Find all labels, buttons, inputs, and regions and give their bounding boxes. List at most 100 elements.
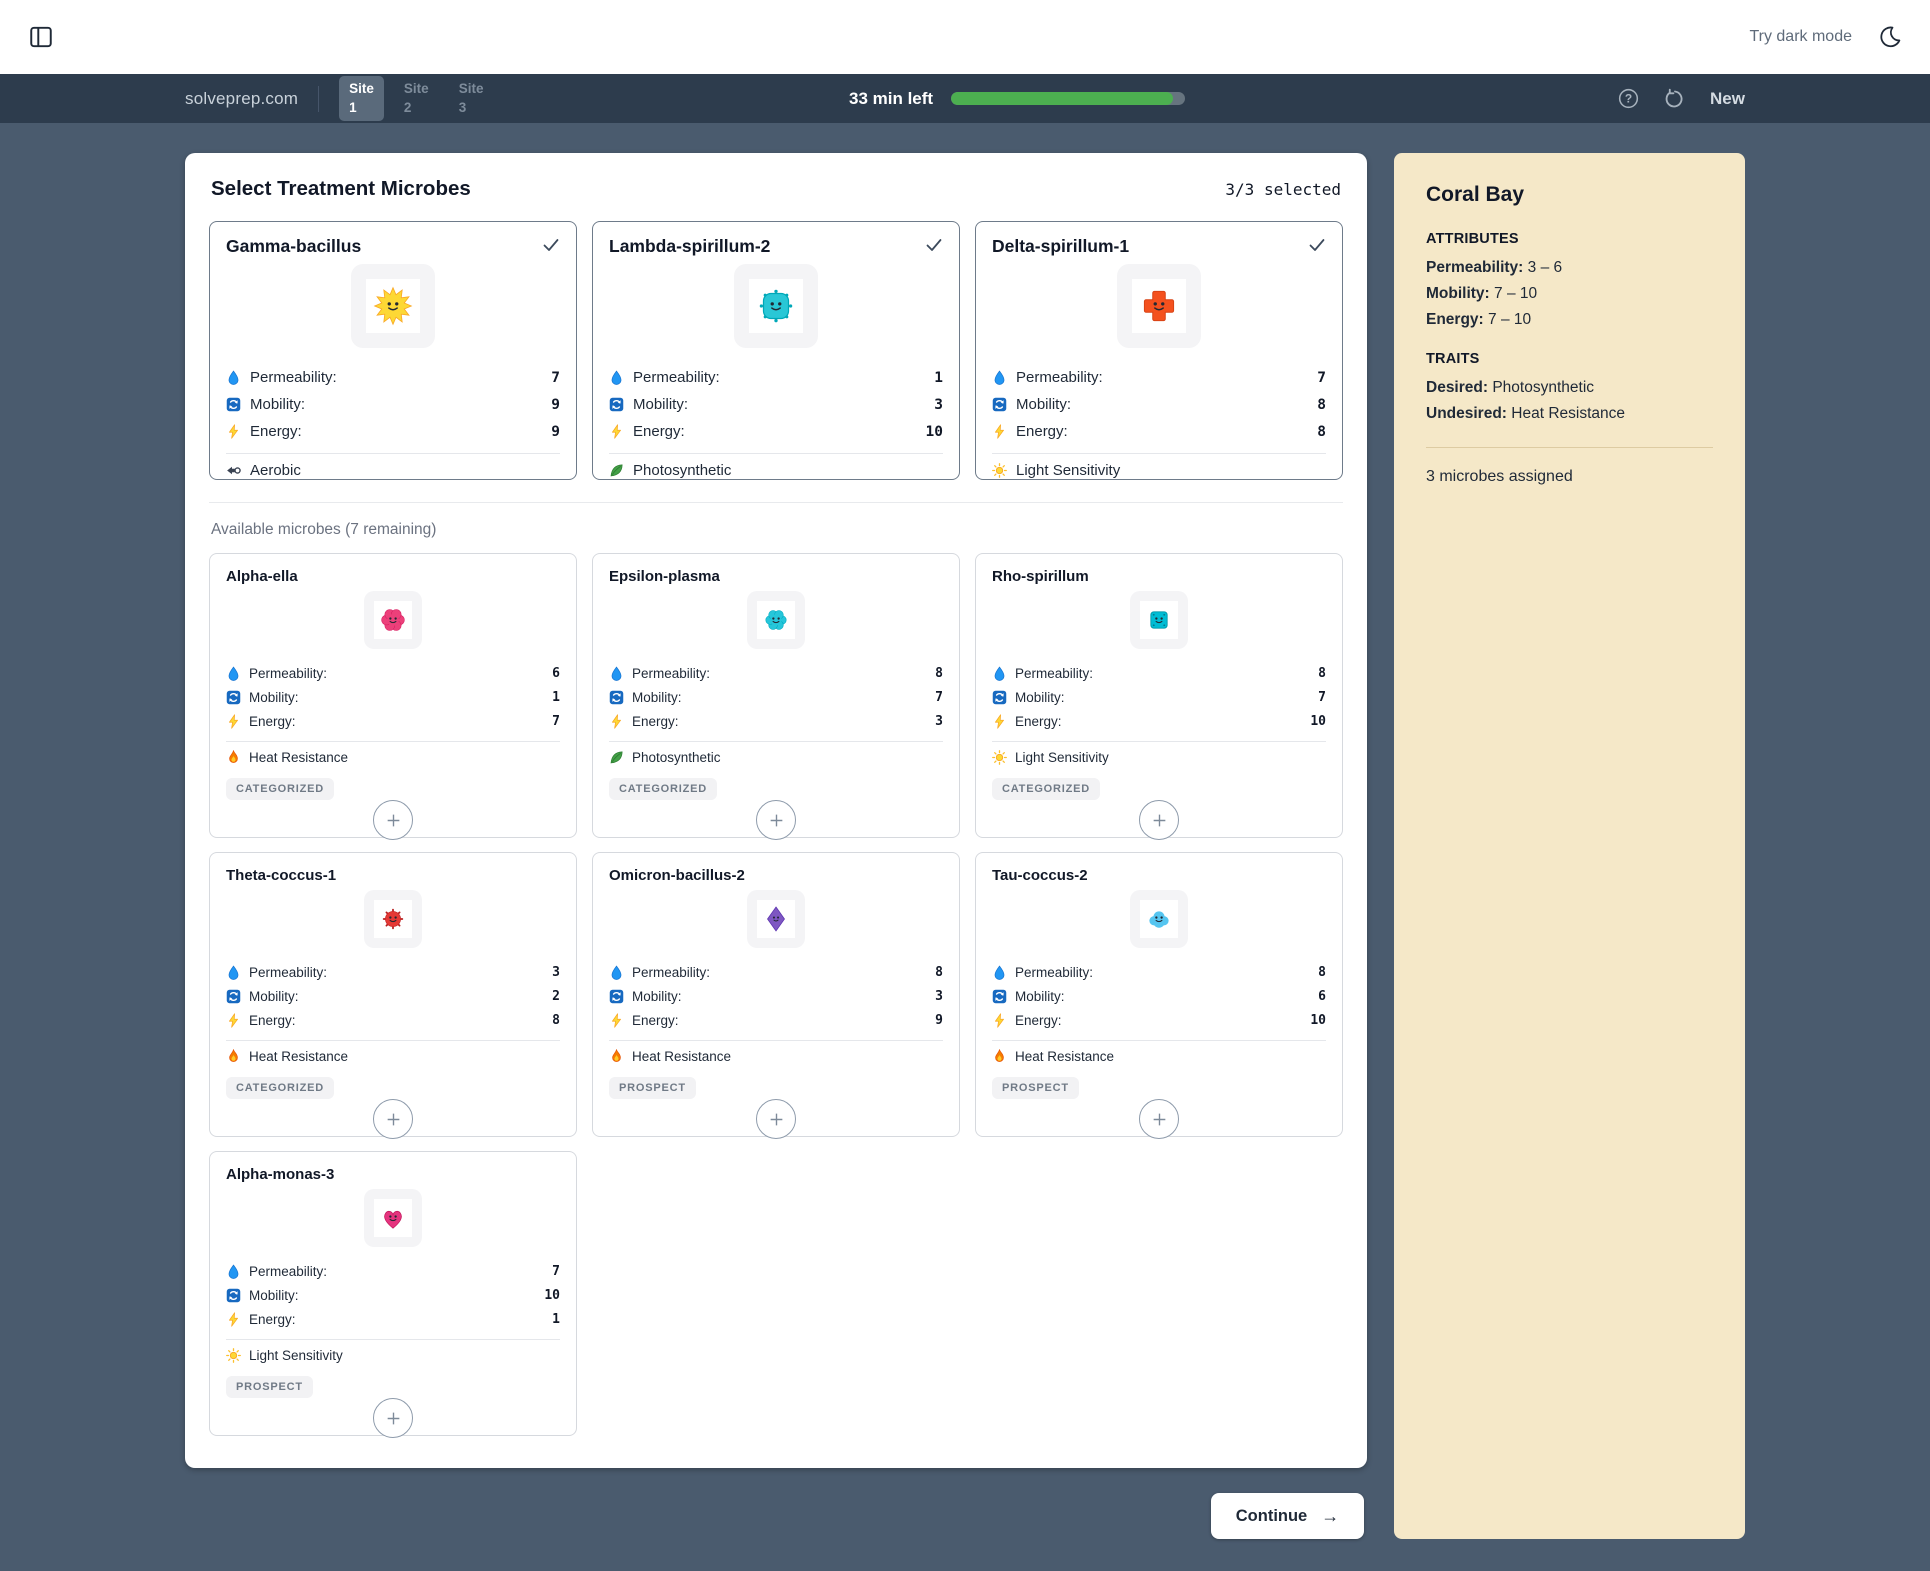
stat-label: Permeability: xyxy=(1015,964,1094,980)
flame-icon xyxy=(992,1049,1007,1064)
plus-row xyxy=(992,800,1326,842)
tab-site-3[interactable]: Site 3 xyxy=(458,81,484,115)
attribute-row-value: 7 – 10 xyxy=(1494,285,1538,302)
check-icon xyxy=(925,236,943,254)
microbe-stats: Permeability: 8 Mobility: 3 Energy: 9 xyxy=(609,960,943,1032)
microbe-card-rho-spirillum: Rho-spirillum Permeability: 8 Mobility: 7 Ene… xyxy=(975,553,1343,840)
trait-row: Light Sensitivity xyxy=(992,462,1326,479)
site-name: Coral Bay xyxy=(1426,183,1525,206)
trait-label: Heat Resistance xyxy=(249,1049,349,1064)
stat-row-permeability: Permeability: 8 xyxy=(609,661,943,685)
tab-site-1[interactable]: Site 1 xyxy=(339,76,384,121)
stat-value: 7 xyxy=(935,689,943,705)
microbe-card-gamma-bacillus[interactable]: Gamma-bacillus Permeability: 7 Mobility: 9 En… xyxy=(209,221,577,480)
stat-value: 7 xyxy=(1317,369,1326,386)
nav-right: ? New xyxy=(1617,87,1745,110)
attribute-row: Permeability: 3 – 6 xyxy=(1426,259,1713,277)
pink-heart-creature-icon xyxy=(374,1199,412,1237)
available-label: Available microbes (7 remaining) xyxy=(211,521,437,538)
brand[interactable]: solveprep.com xyxy=(185,88,299,108)
new-button[interactable]: New xyxy=(1710,88,1745,108)
stat-row-permeability: Permeability: 8 xyxy=(609,960,943,984)
microbe-card-header: Delta-spirillum-1 xyxy=(992,236,1326,257)
aerobic-icon xyxy=(226,463,241,478)
microbe-avatar xyxy=(364,890,422,948)
attribute-row-value: 3 – 6 xyxy=(1527,259,1563,276)
stat-row-energy: Energy: 7 xyxy=(226,709,560,733)
stat-value: 8 xyxy=(552,1012,560,1028)
plus-icon xyxy=(1151,1111,1168,1128)
microbe-card-header: Epsilon-plasma xyxy=(609,568,943,585)
microbe-avatar xyxy=(1130,890,1188,948)
add-microbe-button[interactable] xyxy=(373,800,413,840)
badge-row: PROSPECT xyxy=(609,1077,943,1099)
lightning-icon xyxy=(609,424,624,439)
card-divider xyxy=(226,1339,560,1340)
progress-bar xyxy=(951,92,1186,105)
attribute-row: Energy: 7 – 10 xyxy=(1426,311,1713,329)
stat-row-mobility: Mobility: 7 xyxy=(609,685,943,709)
card-divider xyxy=(226,1040,560,1041)
nav-bar: solveprep.com Site 1 Site 2 Site 3 33 min lef… xyxy=(0,74,1930,123)
flame-icon xyxy=(609,1049,624,1064)
add-microbe-button[interactable] xyxy=(1139,800,1179,840)
stat-label: Energy: xyxy=(1015,1012,1062,1028)
add-microbe-button[interactable] xyxy=(756,800,796,840)
microbe-stats: Permeability: 8 Mobility: 7 Energy: 10 xyxy=(992,661,1326,733)
add-microbe-button[interactable] xyxy=(756,1099,796,1139)
attributes-heading: ATTRIBUTES xyxy=(1426,231,1519,247)
dark-mode-label[interactable]: Try dark mode xyxy=(1749,28,1852,45)
stat-label: Mobility: xyxy=(1015,988,1065,1004)
plus-icon xyxy=(768,812,785,829)
stat-row-energy: Energy: 10 xyxy=(992,709,1326,733)
sidebar-toggle-button[interactable] xyxy=(28,24,54,50)
microbe-card-lambda-spirillum-2[interactable]: Lambda-spirillum-2 Permeability: 1 Mobility… xyxy=(592,221,960,480)
microbe-avatar xyxy=(1130,591,1188,649)
stat-label: Energy: xyxy=(249,1012,296,1028)
card-divider xyxy=(992,1040,1326,1041)
microbe-stats: Permeability: 8 Mobility: 6 Energy: 10 xyxy=(992,960,1326,1032)
stat-label: Energy: xyxy=(1016,423,1068,440)
badge-row: CATEGORIZED xyxy=(226,1077,560,1099)
stat-label: Mobility: xyxy=(249,689,299,705)
status-badge: PROSPECT xyxy=(992,1077,1079,1099)
dark-mode-toggle[interactable] xyxy=(1878,25,1902,49)
tab-site-2[interactable]: Site 2 xyxy=(403,81,429,115)
continue-button[interactable]: Continue → xyxy=(1211,1493,1364,1539)
trait-label: Aerobic xyxy=(250,462,301,479)
attribute-row: Mobility: 7 – 10 xyxy=(1426,285,1713,303)
add-microbe-button[interactable] xyxy=(373,1398,413,1438)
leaf-icon xyxy=(609,750,624,765)
stat-row-permeability: Permeability: 1 xyxy=(609,364,943,391)
stat-value: 8 xyxy=(935,665,943,681)
trait-row: Heat Resistance xyxy=(226,1049,560,1064)
stat-label: Mobility: xyxy=(249,988,299,1004)
help-button[interactable]: ? xyxy=(1617,87,1640,110)
site-info-panel: Coral Bay ATTRIBUTES Permeability: 3 – 6… xyxy=(1394,153,1745,1539)
attribute-row-label: Permeability: xyxy=(1426,259,1528,276)
add-microbe-button[interactable] xyxy=(373,1099,413,1139)
trait-row: Undesired: Heat Resistance xyxy=(1426,405,1713,423)
reset-button[interactable] xyxy=(1664,88,1686,110)
microbe-name: Theta-coccus-1 xyxy=(226,867,337,884)
sun-icon xyxy=(992,463,1007,478)
microbe-stats: Permeability: 3 Mobility: 2 Energy: 8 xyxy=(226,960,560,1032)
selected-microbes-grid: Gamma-bacillus Permeability: 7 Mobility: 9 En… xyxy=(209,221,1343,480)
nav-divider xyxy=(318,85,320,112)
plus-row xyxy=(226,1398,560,1440)
stat-label: Mobility: xyxy=(1015,689,1065,705)
attribute-rows: Permeability: 3 – 6 Mobility: 7 – 10 Energ… xyxy=(1426,259,1713,329)
stat-value: 7 xyxy=(552,1263,560,1279)
microbe-avatar xyxy=(364,591,422,649)
microbe-card-delta-spirillum-1[interactable]: Delta-spirillum-1 Permeability: 7 Mobility:… xyxy=(975,221,1343,480)
status-badge: CATEGORIZED xyxy=(609,778,718,800)
lightning-icon xyxy=(226,1311,241,1327)
mobility-icon xyxy=(992,397,1007,412)
add-microbe-button[interactable] xyxy=(1139,1099,1179,1139)
stat-label: Energy: xyxy=(250,423,302,440)
trait-label: Heat Resistance xyxy=(632,1049,732,1064)
trait-label: Light Sensitivity xyxy=(1015,750,1109,765)
stat-label: Permeability: xyxy=(633,369,720,386)
plus-row xyxy=(992,1099,1326,1141)
